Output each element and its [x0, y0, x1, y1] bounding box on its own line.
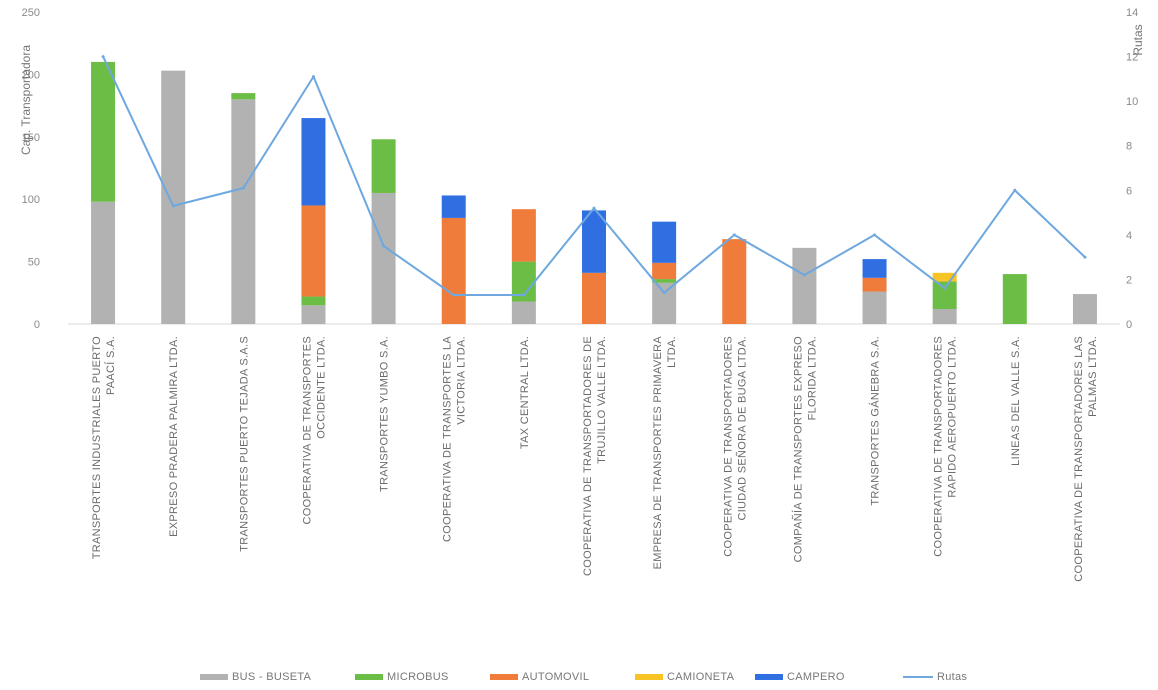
rutas-point-6: [522, 293, 526, 297]
legend-swatch-0: [200, 674, 228, 680]
bar-campero-8: [652, 221, 677, 263]
bar-automovil-6: [511, 209, 536, 262]
bar-bus-buseta-10: [792, 247, 817, 324]
rutas-point-11: [873, 233, 877, 237]
category-label-7: COOPERATIVA DE TRANSPORTADORES DE TRUJILL…: [582, 336, 608, 576]
legend-label-3: CAMIONETA: [667, 671, 735, 683]
bar-microbus-0: [91, 61, 116, 202]
category-label-14: COOPERATIVA DE TRANSPORTADORES LAS PALMAS…: [1073, 336, 1099, 582]
category-labels: TRANSPORTES INDUSTRIALES PUERTO PAACÍ S.A…: [91, 336, 1099, 582]
right-tick-label: 6: [1126, 185, 1132, 197]
legend-swatch-2: [490, 674, 518, 680]
category-label-2: TRANSPORTES PUERTO TEJADA S.A.S: [238, 336, 250, 552]
bar-microbus-4: [371, 139, 396, 193]
bar-microbus-3: [301, 296, 326, 306]
right-tick-label: 14: [1126, 7, 1138, 19]
bar-bus-buseta-2: [231, 99, 256, 324]
bar-automovil-9: [722, 239, 747, 324]
bar-automovil-8: [652, 262, 677, 280]
category-label-12: COOPERATIVA DE TRANSPORTADORES RAPIDO AER…: [933, 336, 959, 557]
rutas-point-5: [452, 293, 456, 297]
bar-bus-buseta-6: [511, 301, 536, 324]
bar-bus-buseta-12: [932, 309, 957, 324]
rutas-point-8: [662, 291, 666, 295]
bar-bus-buseta-8: [652, 282, 677, 324]
rutas-point-1: [171, 204, 175, 208]
left-tick-label: 150: [22, 132, 40, 144]
rutas-point-9: [732, 233, 736, 237]
bar-bus-buseta-4: [371, 192, 396, 324]
bar-automovil-3: [301, 205, 326, 297]
left-tick-label: 250: [22, 7, 40, 19]
right-axis-ticks: 0 2 4 6 8 10 12 14: [1126, 7, 1138, 331]
category-label-10: COMPAÑÍA DE TRANSPORTES EXPRESO FLORIDA L…: [791, 336, 818, 562]
right-axis-title: Rutas: [1131, 24, 1145, 55]
bar-bus-buseta-14: [1072, 294, 1097, 324]
bar-automovil-11: [862, 277, 887, 292]
left-axis-title: Cap. Transportadora: [19, 45, 33, 155]
left-tick-label: 50: [28, 257, 40, 269]
left-tick-label: 0: [34, 319, 40, 331]
legend-label-rutas: Rutas: [937, 671, 967, 683]
bars: [91, 61, 1097, 324]
legend-swatch-4: [755, 674, 783, 680]
rutas-point-0: [101, 55, 105, 59]
legend-swatch-3: [635, 674, 663, 680]
bar-microbus-12: [932, 281, 957, 310]
bar-automovil-5: [441, 217, 466, 324]
bar-bus-buseta-3: [301, 305, 326, 324]
right-tick-label: 0: [1126, 319, 1132, 331]
legend-label-1: MICROBUS: [387, 671, 449, 683]
bar-bus-buseta-1: [161, 70, 186, 324]
bar-microbus-2: [231, 93, 256, 100]
rutas-point-4: [382, 244, 386, 248]
bar-bus-buseta-0: [91, 201, 116, 324]
category-label-11: TRANSPORTES GÁNEBRA S.A.: [869, 336, 882, 506]
right-tick-label: 4: [1126, 230, 1132, 242]
category-label-0: TRANSPORTES INDUSTRIALES PUERTO PAACÍ S.A…: [91, 336, 117, 559]
left-axis-ticks: 0 50 100 150 200 250: [22, 7, 40, 331]
right-tick-label: 12: [1126, 52, 1138, 64]
bar-microbus-13: [1002, 274, 1027, 324]
rutas-line-layer: [101, 55, 1087, 297]
bar-bus-buseta-11: [862, 291, 887, 324]
category-label-13: LINEAS DEL VALLE S.A.: [1010, 336, 1022, 466]
bar-microbus-8: [652, 279, 677, 283]
bar-automovil-7: [582, 272, 606, 324]
rutas-point-7: [592, 206, 596, 210]
bar-campero-3: [301, 118, 326, 206]
left-tick-label: 100: [22, 194, 40, 206]
category-label-3: COOPERATIVA DE TRANSPORTES OCCIDENTE LTDA…: [302, 336, 328, 525]
right-tick-label: 10: [1126, 96, 1138, 108]
right-tick-label: 2: [1126, 274, 1132, 286]
legend: BUS - BUSETA MICROBUS AUTOMOVIL CAMIONETA CA…: [200, 671, 967, 683]
category-label-9: COOPERATIVA DE TRANSPORTADORES CIUDAD SEÑ…: [722, 336, 748, 557]
legend-swatch-1: [355, 674, 383, 680]
bar-camioneta-12: [932, 272, 957, 282]
category-label-6: TAX CENTRAL LTDA.: [519, 336, 531, 449]
category-label-4: TRANSPORTES YUMBO S.A.: [379, 336, 391, 492]
legend-label-4: CAMPERO: [787, 671, 845, 683]
left-tick-label: 200: [22, 69, 40, 81]
rutas-point-14: [1083, 255, 1087, 259]
rutas-point-12: [943, 286, 947, 290]
bar-campero-7: [582, 210, 606, 273]
legend-label-2: AUTOMOVIL: [522, 671, 589, 683]
right-tick-label: 8: [1126, 141, 1132, 153]
bar-campero-5: [441, 195, 466, 218]
category-label-8: EMPRESA DE TRANSPORTES PRIMAVERA LTDA.: [652, 336, 678, 570]
category-label-5: COOPERATIVA DE TRANSPORTES LA VICTORIA LT…: [442, 336, 468, 542]
bar-campero-11: [862, 259, 887, 278]
rutas-point-3: [311, 75, 315, 79]
legend-label-0: BUS - BUSETA: [232, 671, 312, 683]
rutas-point-13: [1013, 188, 1017, 192]
rutas-point-2: [241, 186, 245, 190]
category-label-1: EXPRESO PRADERA PALMIRA LTDA.: [168, 336, 180, 537]
rutas-point-10: [802, 273, 806, 277]
